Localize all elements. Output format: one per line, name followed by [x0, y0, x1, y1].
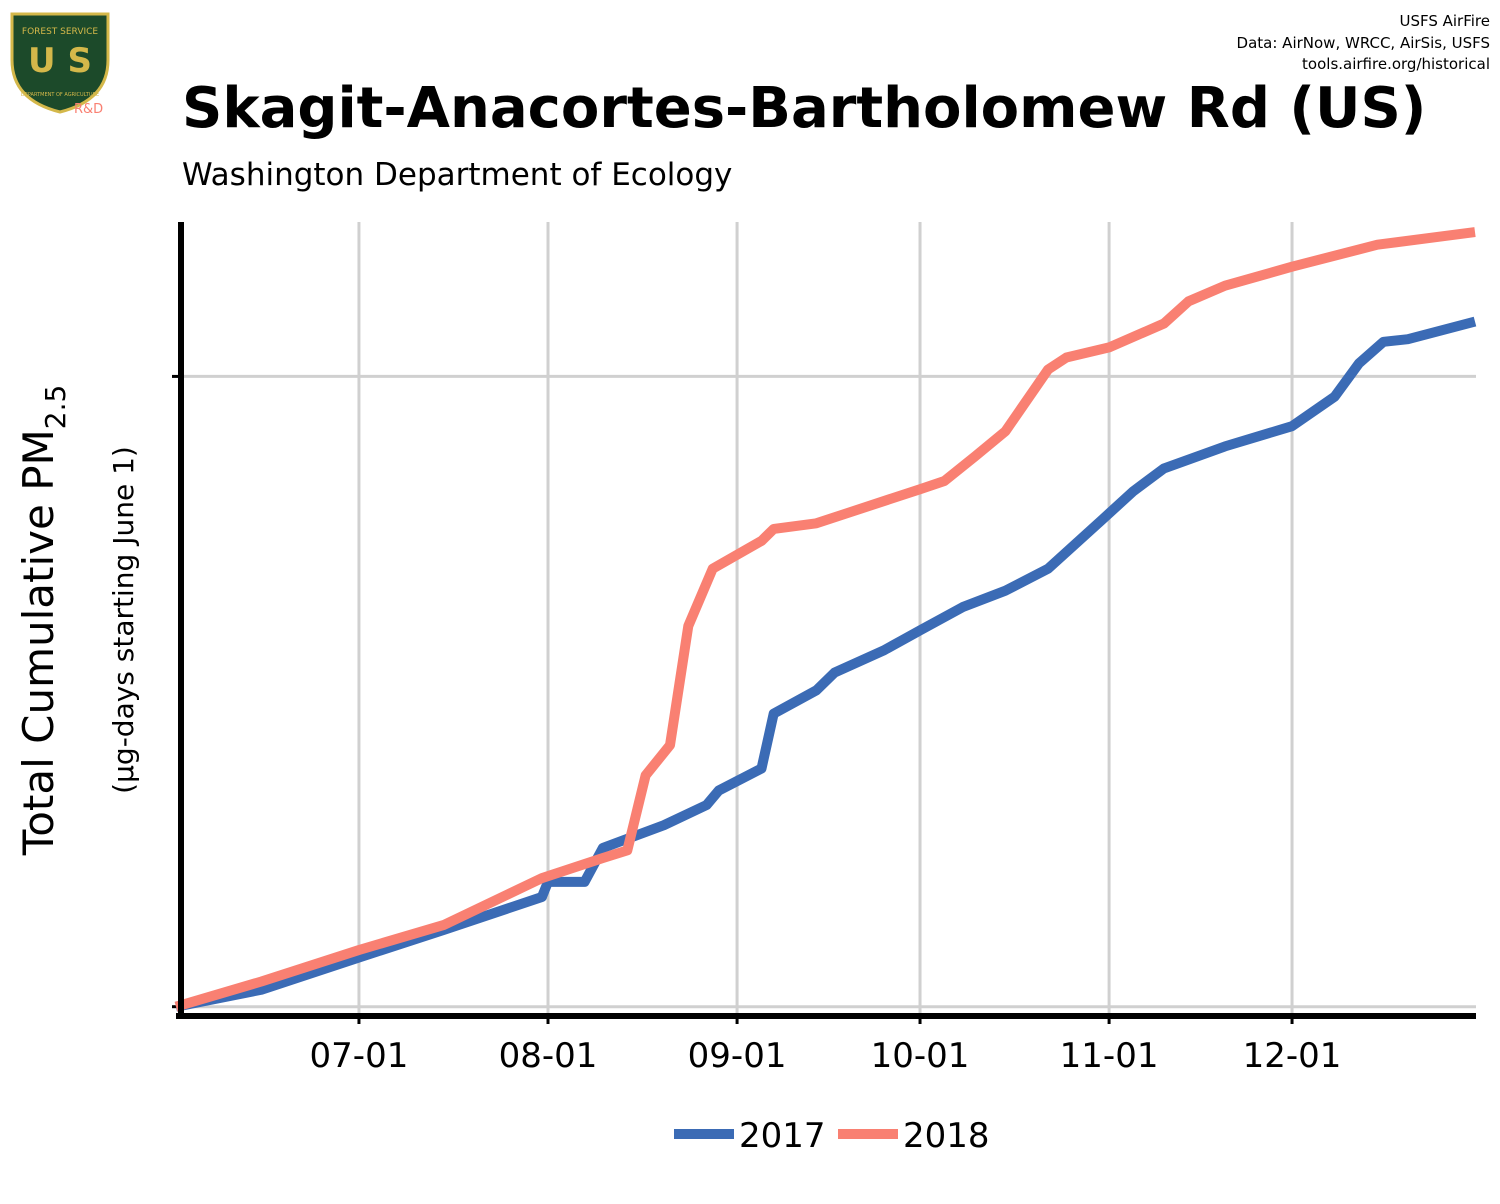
legend: 2017 2018: [674, 1116, 990, 1156]
logo-badge: R&D: [74, 102, 103, 117]
legend-label: 2018: [903, 1116, 990, 1156]
x-tick-label: 08-01: [499, 1036, 598, 1076]
series-line: [174, 227, 1476, 1012]
plot-area: [174, 227, 1477, 1012]
x-tick-label: 11-01: [1060, 1036, 1159, 1076]
logo-top: FOREST SERVICE: [22, 27, 99, 37]
x-tick-label: 10-01: [871, 1036, 970, 1076]
logo: FOREST SERVICE U S DEPARTMENT OF AGRICUL…: [10, 12, 110, 117]
logo-letters: U S: [28, 41, 92, 81]
logo-bottom: DEPARTMENT OF AGRICULTURE: [21, 92, 99, 98]
x-tick-label: 07-01: [310, 1036, 409, 1076]
logo-shield: [10, 12, 110, 114]
y-label-subscript: 2.5: [39, 385, 72, 430]
series-line: [175, 316, 1477, 1012]
chart-title: Skagit-Anacortes-Bartholomew Rd (US): [182, 76, 1426, 141]
y-axis-sublabel: (µg-days starting June 1): [107, 446, 140, 794]
legend-label: 2017: [739, 1116, 826, 1156]
x-tick-label: 12-01: [1243, 1036, 1342, 1076]
y-label-main: Total Cumulative PM: [14, 429, 63, 856]
credit: USFS AirFire: [1399, 12, 1490, 30]
credit: tools.airfire.org/historical: [1302, 55, 1490, 73]
y-axis-label: Total Cumulative PM2.5: [14, 385, 72, 857]
x-tick-label: 09-01: [688, 1036, 787, 1076]
chart-subtitle: Washington Department of Ecology: [182, 157, 732, 193]
credit: Data: AirNow, WRCC, AirSis, USFS: [1237, 34, 1490, 52]
